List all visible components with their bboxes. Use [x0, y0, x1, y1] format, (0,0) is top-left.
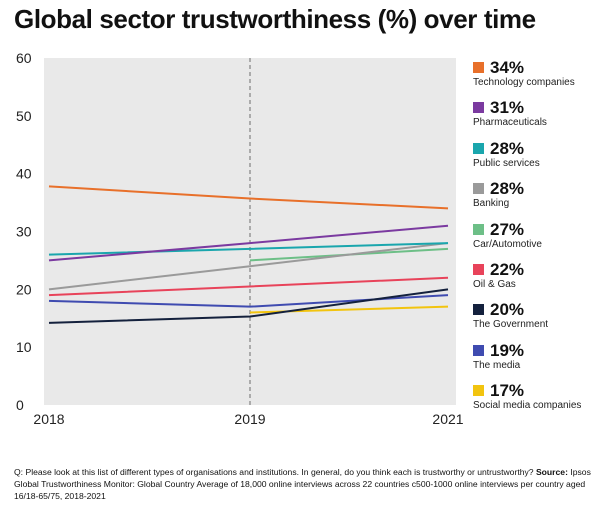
x-tick-label: 2021: [432, 411, 463, 427]
legend-item-social-media-companies: 17% Social media companies: [470, 381, 598, 421]
legend-label: Technology companies: [473, 77, 575, 88]
legend-value: 31%: [490, 98, 525, 118]
legend-swatch: [473, 344, 484, 356]
x-tick-label: 2018: [33, 411, 64, 427]
legend-label: Banking: [473, 198, 510, 210]
legend-swatch: [473, 223, 484, 235]
footnote-question: Q: Please look at this list of different…: [14, 467, 534, 477]
legend-swatch: [473, 142, 484, 154]
legend-item-public-services: 28% Public services: [470, 139, 598, 179]
y-tick-label: 20: [16, 281, 32, 297]
legend-item-the-media: 19% The media: [470, 341, 598, 381]
legend-value: 22%: [490, 259, 525, 279]
legend: 34% Technology companies 31% Pharmaceutical…: [470, 58, 598, 422]
legend-label: The media: [473, 359, 521, 371]
series-line-public-services: [48, 242, 449, 256]
legend-label: Social media companies: [473, 400, 582, 412]
legend-label: The Government: [473, 319, 549, 331]
x-tick-label: 2019: [234, 411, 265, 427]
legend-value: 28%: [490, 138, 525, 158]
series-line-banking: [48, 242, 449, 291]
legend-item-banking: 28% Banking: [470, 179, 598, 219]
legend-value: 20%: [490, 300, 525, 320]
y-tick-label: 40: [16, 166, 32, 182]
y-tick-label: 50: [16, 108, 32, 124]
legend-item-the-government: 20% The Government: [470, 300, 598, 340]
legend-swatch: [473, 183, 484, 195]
series-line-technology-companies: [48, 185, 449, 210]
footnote: Q: Please look at this list of different…: [14, 466, 594, 502]
legend-swatch: [473, 385, 484, 397]
legend-value: 27%: [490, 219, 525, 239]
legend-label: Public services: [473, 157, 540, 169]
y-tick-label: 0: [16, 397, 24, 413]
legend-value: 17%: [490, 381, 525, 401]
y-tick-label: 10: [16, 339, 32, 355]
line-chart: 0 10 20 30 40 50 60 2018 2019 2021: [16, 50, 464, 427]
legend-value: 34%: [490, 58, 525, 77]
legend-label: Pharmaceuticals: [473, 117, 547, 129]
legend-item-oil-gas: 22% Oil & Gas: [470, 260, 598, 300]
legend-swatch: [473, 62, 484, 73]
y-tick-label: 30: [16, 224, 32, 240]
legend-value: 19%: [490, 340, 525, 360]
series-line-the-government: [48, 288, 449, 324]
legend-item-car-automotive: 27% Car/Automotive: [470, 220, 598, 260]
series-line-pharmaceuticals: [48, 224, 449, 262]
footnote-source-label: Source:: [535, 467, 568, 477]
legend-swatch: [473, 304, 484, 316]
legend-swatch: [473, 102, 484, 114]
chart-title: Global sector trustworthiness (%) over t…: [14, 4, 536, 34]
y-tick-label: 60: [16, 50, 32, 66]
legend-value: 28%: [490, 179, 525, 199]
legend-item-pharmaceuticals: 31% Pharmaceuticals: [470, 98, 598, 138]
legend-swatch: [473, 263, 484, 275]
series-line-oil-gas: [48, 276, 449, 297]
legend-label: Car/Automotive: [473, 238, 542, 250]
footnote-source: Ipsos Global Trustworthiness Monitor: Gl…: [14, 467, 591, 501]
legend-label: Oil & Gas: [473, 278, 516, 290]
legend-item-technology-companies: 34% Technology companies: [470, 58, 598, 98]
